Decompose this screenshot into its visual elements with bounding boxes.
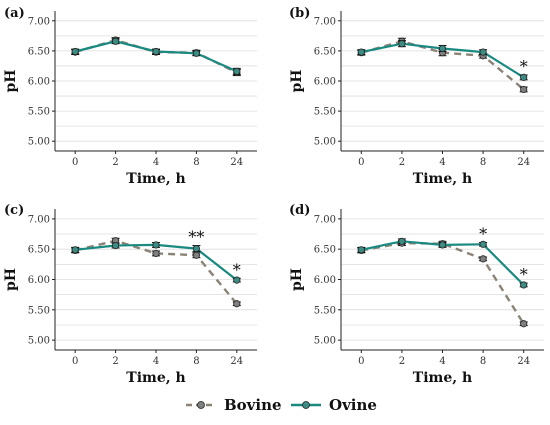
y-tick-label: 7.00 <box>314 16 336 27</box>
y-tick-label: 5.00 <box>28 336 50 347</box>
bovine-point <box>192 251 200 259</box>
x-tick-label: 0 <box>72 157 78 168</box>
y-tick-label: 6.50 <box>28 245 50 256</box>
legend-label: Ovine <box>329 396 377 414</box>
x-tick-label: 8 <box>480 356 486 367</box>
y-tick-label: 7.00 <box>28 214 50 225</box>
x-axis-title: Time, h <box>126 370 185 386</box>
ovine-point <box>112 37 120 45</box>
ovine-series-line <box>74 40 238 73</box>
legend-marker <box>302 401 310 409</box>
y-tick-label: 7.00 <box>28 16 50 27</box>
y-tick-label: 7.00 <box>314 214 336 225</box>
bovine-point <box>520 320 528 328</box>
ovine-point <box>438 241 447 249</box>
x-tick-label: 2 <box>399 157 405 168</box>
x-tick-label: 4 <box>439 157 445 168</box>
y-tick-label: 5.00 <box>314 336 336 347</box>
panel-label: (a) <box>4 6 25 21</box>
x-tick-label: 0 <box>358 356 364 367</box>
ovine-point <box>398 40 406 48</box>
y-tick-label: 5.00 <box>314 137 336 148</box>
x-tick-label: 8 <box>480 157 486 168</box>
x-axis-title: Time, h <box>126 171 185 187</box>
bovine-series-line <box>74 239 238 305</box>
significance-marker: * <box>520 57 528 76</box>
x-tick-label: 24 <box>517 356 530 367</box>
y-tick-label: 6.50 <box>28 46 50 57</box>
panel-label: (b) <box>289 6 310 21</box>
ovine-point <box>71 47 79 56</box>
y-axis-title: pH <box>289 69 305 92</box>
ovine-point <box>438 44 447 53</box>
ovine-point <box>152 241 160 249</box>
x-tick-label: 2 <box>112 356 118 367</box>
y-tick-label: 5.50 <box>28 305 50 316</box>
x-tick-label: 24 <box>230 356 243 367</box>
x-tick-label: 2 <box>399 356 405 367</box>
ovine-point <box>479 240 487 248</box>
y-axis-title: pH <box>3 69 19 92</box>
panel-label: (c) <box>4 203 24 218</box>
bovine-point <box>233 300 241 308</box>
x-tick-label: 0 <box>358 157 364 168</box>
y-tick-label: 6.00 <box>28 275 50 286</box>
significance-marker: * <box>479 225 487 244</box>
y-tick-label: 5.50 <box>314 305 336 316</box>
ovine-point <box>192 244 200 253</box>
x-tick-label: 2 <box>112 157 118 168</box>
legend-label: Bovine <box>224 396 282 414</box>
significance-marker: * <box>520 265 528 284</box>
legend-marker <box>197 401 205 409</box>
panel-label: (d) <box>289 203 310 218</box>
x-axis-title: Time, h <box>413 171 472 187</box>
ovine-point <box>357 246 365 254</box>
y-tick-label: 5.50 <box>314 107 336 118</box>
ovine-point <box>233 67 241 75</box>
y-tick-label: 6.00 <box>314 77 336 88</box>
y-tick-label: 5.00 <box>28 137 50 148</box>
bovine-point <box>520 85 528 94</box>
legend: Bovine Ovine <box>186 396 377 414</box>
bovine-series-line <box>361 241 525 325</box>
ovine-point <box>233 276 241 284</box>
y-axis-title: pH <box>3 268 19 291</box>
y-tick-label: 6.00 <box>28 77 50 88</box>
x-tick-label: 8 <box>193 356 199 367</box>
bovine-point <box>152 249 160 258</box>
x-tick-label: 24 <box>517 157 530 168</box>
ovine-point <box>479 48 487 56</box>
y-tick-label: 5.50 <box>28 107 50 118</box>
y-axis-title: pH <box>289 268 305 291</box>
bovine-point <box>479 255 487 263</box>
x-tick-label: 8 <box>193 157 199 168</box>
x-tick-label: 4 <box>153 356 159 367</box>
significance-marker: ** <box>188 228 204 247</box>
x-tick-label: 4 <box>153 157 159 168</box>
ovine-point <box>112 241 120 250</box>
x-tick-label: 4 <box>439 356 445 367</box>
significance-marker: * <box>233 260 241 279</box>
ovine-point <box>520 73 528 81</box>
legend-item-bovine: Bovine <box>186 396 282 414</box>
ovine-point <box>520 281 528 289</box>
x-axis-title: Time, h <box>413 370 472 386</box>
ovine-point <box>71 246 79 254</box>
y-tick-label: 6.00 <box>314 275 336 286</box>
y-tick-label: 6.50 <box>314 46 336 57</box>
x-tick-label: 24 <box>230 157 243 168</box>
legend-item-ovine: Ovine <box>291 396 377 414</box>
y-tick-label: 6.50 <box>314 245 336 256</box>
ovine-point <box>357 48 365 56</box>
x-tick-label: 0 <box>72 356 78 367</box>
ovine-point <box>152 47 160 56</box>
ovine-point <box>398 237 406 245</box>
ovine-point <box>192 49 200 57</box>
